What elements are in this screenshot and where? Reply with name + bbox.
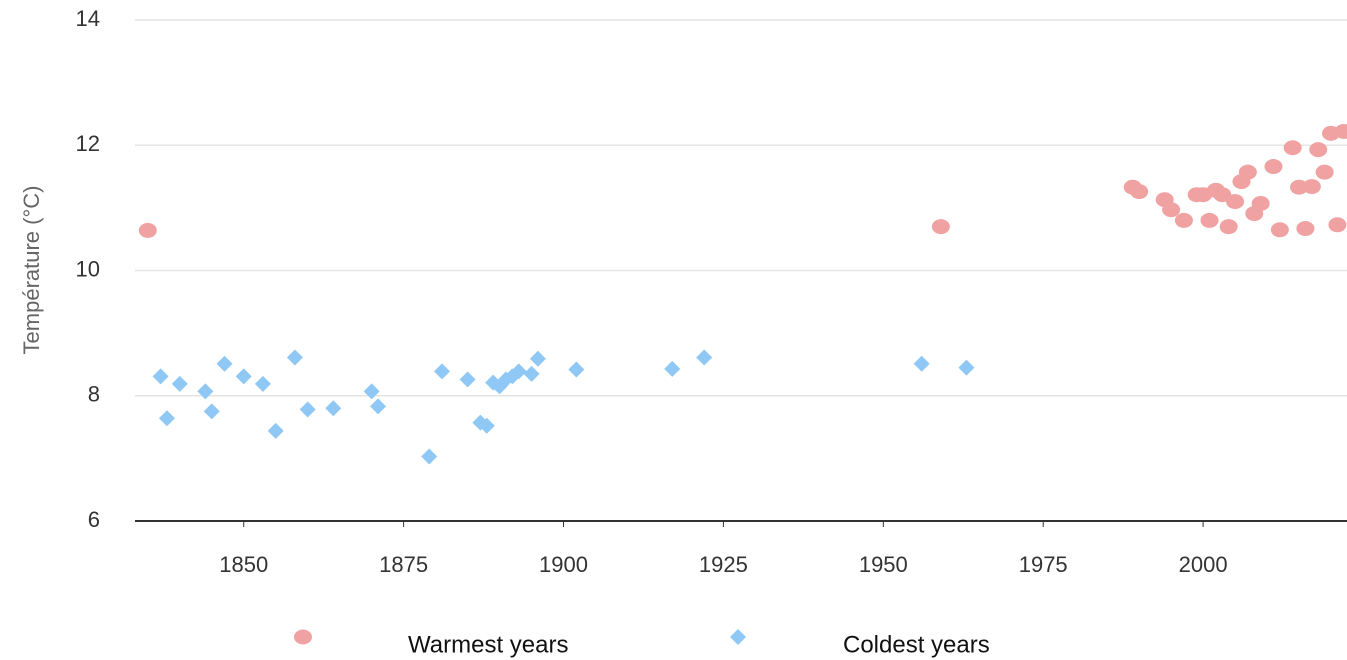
point [1238,164,1257,180]
point [568,361,585,378]
point [299,401,316,418]
x-tick-label: 1950 [859,552,908,577]
x-tick-label: 1875 [379,552,428,577]
point [267,422,284,439]
point [1200,212,1219,228]
x-tick-label: 1850 [219,552,268,577]
point [523,365,540,382]
point [421,448,438,465]
point [216,355,233,372]
point [1174,212,1193,228]
point [1302,179,1321,195]
point [931,219,950,235]
y-tick-label: 12 [76,131,100,156]
x-tick-label: 1975 [1019,552,1068,577]
point [370,398,387,415]
point [1162,202,1181,218]
point [203,403,220,420]
point [664,360,681,377]
legend-label: Warmest years [408,631,568,658]
point [529,350,546,367]
point [1270,222,1289,238]
point [1334,123,1347,139]
y-axis-label: Température (°C) [19,186,44,355]
legend-marker [730,629,746,645]
point [1213,187,1232,203]
point [254,375,271,392]
point [958,359,975,376]
point [138,222,157,238]
point [1296,221,1315,237]
point [696,349,713,366]
point [913,355,930,372]
point [152,368,169,385]
point [325,400,342,417]
point [478,417,495,434]
point [1315,164,1334,180]
y-tick-label: 8 [88,382,100,407]
point [1219,219,1238,235]
point [363,383,380,400]
point [1226,194,1245,210]
point [1251,195,1270,211]
legend-marker [294,629,312,645]
point [286,349,303,366]
point [1290,179,1309,195]
point [1130,184,1149,200]
point [1264,159,1283,175]
point [1328,217,1347,233]
point [235,368,252,385]
point [510,363,527,380]
point [459,371,476,388]
point [197,383,214,400]
point [1309,142,1328,158]
y-tick-label: 6 [88,507,100,532]
legend-label: Coldest years [843,631,990,658]
point [171,375,188,392]
x-tick-label: 2000 [1179,552,1228,577]
point [433,363,450,380]
point [1283,140,1302,156]
point [158,410,175,427]
x-tick-label: 1900 [539,552,588,577]
x-tick-label: 1925 [699,552,748,577]
y-tick-label: 10 [76,256,100,281]
y-tick-label: 14 [76,6,100,31]
